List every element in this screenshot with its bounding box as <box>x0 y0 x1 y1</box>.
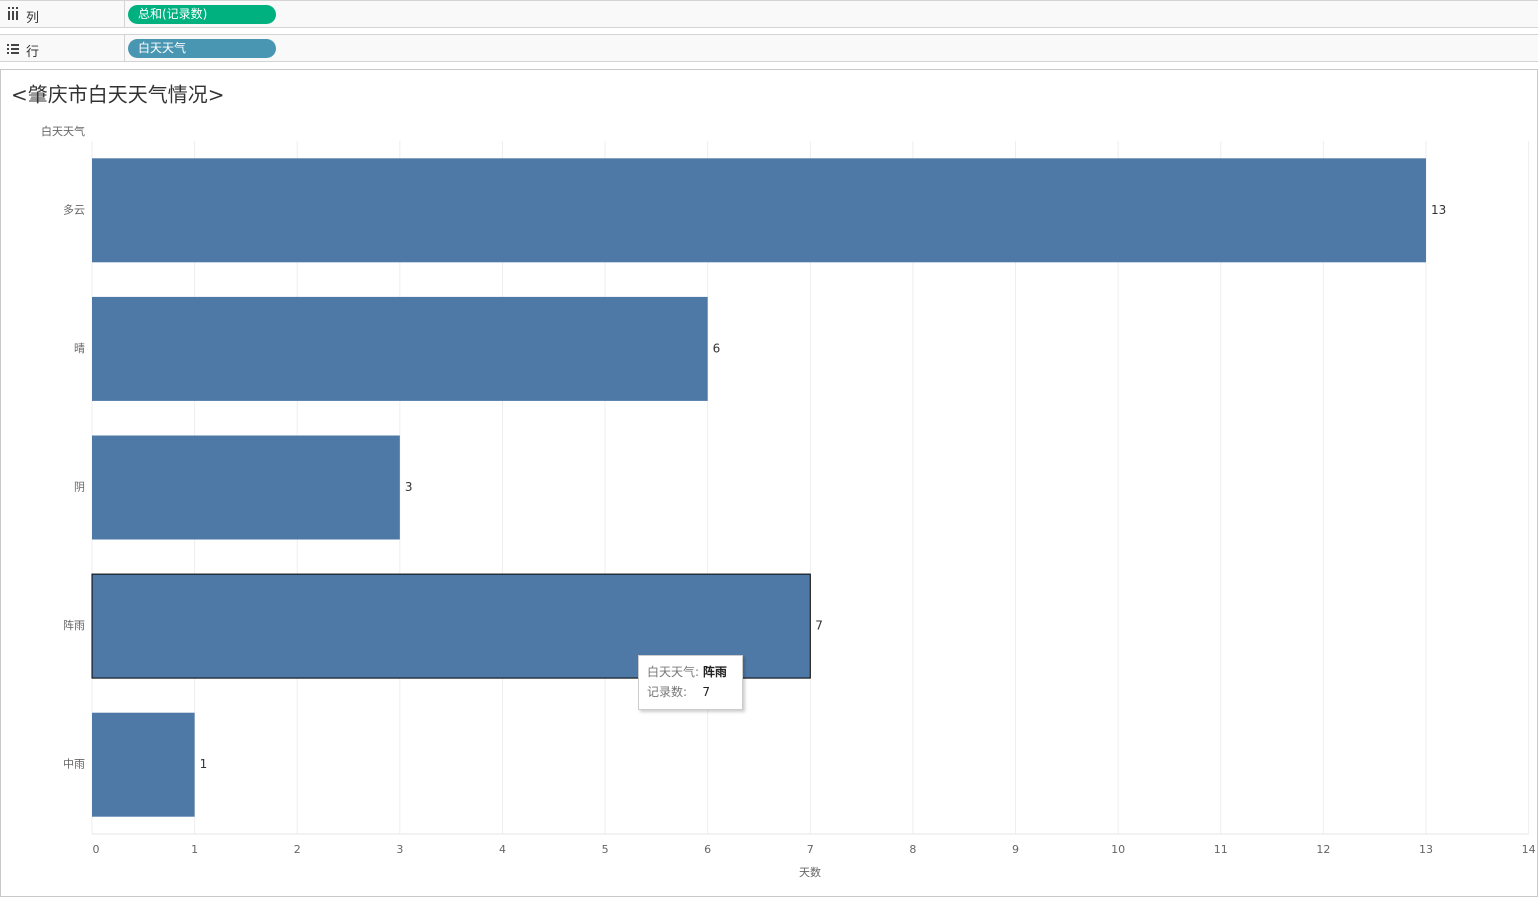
x-tick-label: 12 <box>1316 843 1330 856</box>
chart-pane: <肇庆市白天天气情况> 白天天气 天数 0 1 2 3 4 5 6 7 8 9 10 11 12 13 14… <box>0 69 1538 897</box>
y-tick-label: 阴 <box>74 481 85 494</box>
tooltip-value: 7 <box>702 685 710 699</box>
x-tick-label: 11 <box>1214 843 1228 856</box>
x-tick-label: 13 <box>1419 843 1433 856</box>
x-tick-label: 2 <box>294 843 301 856</box>
tooltip-label: 白天天气: <box>647 665 700 679</box>
data-label: 1 <box>200 757 208 771</box>
x-tick-label: 1 <box>191 843 198 856</box>
bar <box>92 296 708 401</box>
data-label: 3 <box>405 480 413 494</box>
x-tick-label: 9 <box>1012 843 1019 856</box>
tooltip-label: 记录数: <box>647 685 688 699</box>
x-tick-label: 3 <box>396 843 403 856</box>
pill[interactable]: 白天天气 <box>128 39 276 58</box>
x-tick-label: 14 <box>1522 843 1536 856</box>
x-tick-label: 0 <box>93 843 100 856</box>
x-tick-label: 4 <box>499 843 506 856</box>
shelf-label: 列 <box>26 11 40 26</box>
x-tick-label: 8 <box>909 843 916 856</box>
bar <box>92 712 195 817</box>
rows-shelf: 行 白天天气 <box>0 34 1538 62</box>
x-tick-label: 5 <box>602 843 609 856</box>
y-tick-label: 晴 <box>74 342 85 355</box>
x-axis-title: 天数 <box>799 866 821 879</box>
chart-title: <肇庆市白天天气情况> <box>11 83 225 107</box>
rows-icon <box>7 44 19 54</box>
x-tick-label: 10 <box>1111 843 1125 856</box>
pill[interactable]: 总和(记录数) <box>128 5 276 24</box>
bar <box>92 158 1426 263</box>
columns-icon <box>8 7 18 20</box>
data-label: 6 <box>713 341 721 355</box>
y-tick-label: 中雨 <box>63 758 85 771</box>
chart: <肇庆市白天天气情况> 白天天气 天数 0 1 2 3 4 5 6 7 8 9 10 11 12 13 14… <box>11 83 1536 880</box>
x-tick-label: 7 <box>807 843 814 856</box>
x-tick-label: 6 <box>704 843 711 856</box>
data-label: 13 <box>1431 203 1446 217</box>
tooltip: 白天天气: 阵雨 记录数: 7 <box>638 655 743 710</box>
y-tick-label: 多云 <box>63 202 85 216</box>
columns-shelf: 列 总和(记录数) <box>0 0 1538 28</box>
shelf-label: 行 <box>26 45 40 60</box>
bar <box>92 435 400 540</box>
y-axis-title: 白天天气 <box>41 124 85 138</box>
y-tick-label: 阵雨 <box>63 618 85 632</box>
tooltip-value: 阵雨 <box>702 665 727 679</box>
data-label: 7 <box>815 619 823 633</box>
